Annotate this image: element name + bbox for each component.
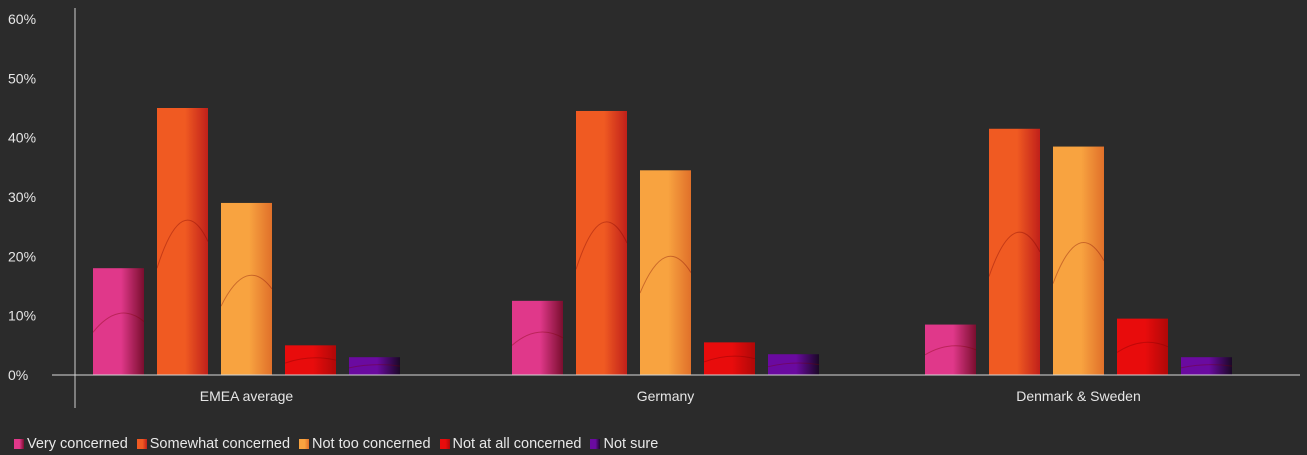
y-tick-label: 0% <box>8 367 28 383</box>
legend-item: Not too concerned <box>299 436 431 452</box>
category-labels: EMEA average Germany Denmark & Sweden <box>200 388 1141 404</box>
bar <box>1117 318 1168 375</box>
bars <box>92 108 1233 375</box>
bar <box>157 108 208 375</box>
legend-swatch <box>14 439 24 449</box>
legend-swatch <box>136 439 147 449</box>
bar-texture <box>924 345 977 356</box>
x-tick-label: Germany <box>637 388 695 404</box>
bar <box>925 324 976 375</box>
y-tick-label: 30% <box>8 189 36 205</box>
y-axis-ticks: 0% 10% 20% 30% 40% 50% 60% <box>8 11 36 383</box>
axes <box>52 8 1300 408</box>
bar-texture <box>988 231 1041 277</box>
legend-item: Not at all concerned <box>439 436 582 452</box>
y-tick-label: 60% <box>8 11 36 27</box>
bar-texture <box>511 331 564 346</box>
bar <box>93 268 144 375</box>
bar-texture <box>1052 242 1105 284</box>
x-tick-label: Denmark & Sweden <box>1016 388 1141 404</box>
bar-texture <box>284 357 337 364</box>
bar <box>1053 146 1104 375</box>
legend-label: Not at all concerned <box>452 436 582 452</box>
bar <box>349 357 400 375</box>
bar <box>704 342 755 375</box>
legend-item: Somewhat concerned <box>136 436 291 452</box>
bar-texture <box>92 312 145 333</box>
legend-label: Somewhat concerned <box>149 436 291 452</box>
legend: Very concerned Somewhat concerned Not too … <box>14 436 658 452</box>
legend-label: Very concerned <box>27 436 128 452</box>
bar <box>512 300 563 375</box>
bar-texture <box>1180 364 1233 369</box>
bar <box>768 354 819 375</box>
legend-swatch <box>439 439 450 449</box>
y-tick-label: 50% <box>8 70 36 86</box>
x-tick-label: EMEA average <box>200 388 294 404</box>
bar <box>221 202 272 375</box>
legend-item: Not sure <box>590 436 658 452</box>
bar <box>285 345 336 375</box>
bar-texture <box>220 274 273 307</box>
y-tick-label: 20% <box>8 248 36 264</box>
legend-label: Not too concerned <box>312 436 431 452</box>
bar <box>640 170 691 375</box>
bar-chart: 0% 10% 20% 30% 40% 50% 60% EMEA average Germany… <box>8 8 1300 408</box>
bar-texture <box>639 255 692 294</box>
bar-texture <box>703 355 756 363</box>
bar-texture <box>348 364 401 369</box>
legend-swatch <box>590 439 601 449</box>
bar-texture <box>767 362 820 368</box>
bar <box>989 128 1040 375</box>
bar-texture <box>156 219 209 269</box>
bar <box>576 110 627 375</box>
bar-texture <box>575 221 628 270</box>
bar <box>1181 357 1232 375</box>
legend-item: Very concerned <box>14 436 128 452</box>
legend-swatch <box>299 439 310 449</box>
legend-label: Not sure <box>603 436 659 452</box>
y-tick-label: 10% <box>8 308 36 324</box>
bar-texture <box>1116 341 1169 353</box>
y-tick-label: 40% <box>8 130 36 146</box>
